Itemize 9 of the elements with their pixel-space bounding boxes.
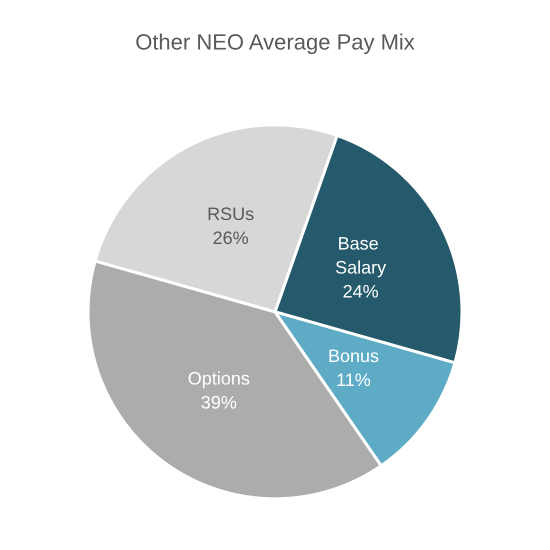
slice-label: Base Salary xyxy=(335,233,386,278)
slice-label: Options xyxy=(188,368,250,388)
data-label: 11% xyxy=(336,370,371,390)
slice-label: RSUs xyxy=(207,204,254,224)
data-label: 24% xyxy=(342,281,379,302)
data-label: 39% xyxy=(200,392,237,412)
data-label: 26% xyxy=(212,228,249,248)
chart-title: Other NEO Average Pay Mix xyxy=(135,30,415,54)
slice-label: Bonus xyxy=(328,346,379,366)
